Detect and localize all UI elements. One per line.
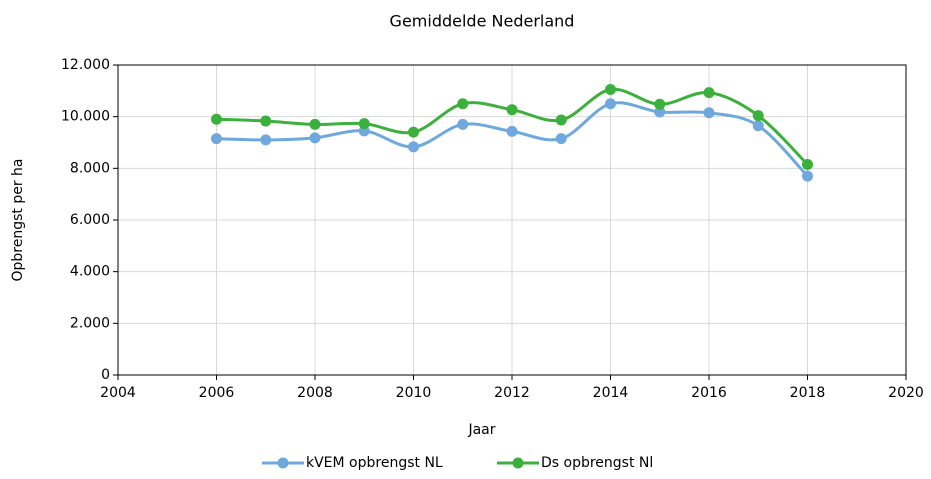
data-point <box>802 158 813 170</box>
data-point <box>260 134 272 146</box>
y-tick-label: 0 <box>101 367 110 383</box>
x-tick-label: 2016 <box>691 385 727 401</box>
data-point <box>654 98 666 110</box>
data-point <box>752 110 764 122</box>
data-point <box>457 98 469 110</box>
plot-border <box>117 64 907 376</box>
data-point <box>408 141 419 153</box>
x-tick-label: 2004 <box>100 385 136 401</box>
legend-label: Ds opbrengst Nl <box>541 455 653 471</box>
data-point <box>408 126 419 138</box>
data-point <box>309 132 321 144</box>
data-point <box>260 115 272 127</box>
chart-title: Gemiddelde Nederland <box>390 12 575 31</box>
data-point <box>555 114 567 126</box>
x-tick-label: 2006 <box>199 385 235 401</box>
y-axis-label: Opbrengst per ha <box>10 158 26 281</box>
data-point <box>605 98 616 110</box>
data-point <box>358 118 370 130</box>
data-point <box>309 118 321 130</box>
data-point <box>211 133 222 145</box>
data-point <box>605 84 616 96</box>
x-tick-label: 2014 <box>593 385 629 401</box>
data-point <box>703 87 715 99</box>
y-tick-label: 6.000 <box>70 212 110 228</box>
legend-marker <box>512 457 524 469</box>
legend-label: kVEM opbrengst NL <box>306 455 443 471</box>
data-point <box>211 113 222 125</box>
data-point <box>555 133 567 145</box>
data-point <box>457 118 469 130</box>
data-point <box>752 120 764 132</box>
x-tick-label: 2010 <box>396 385 432 401</box>
data-point <box>506 104 518 116</box>
y-tick-label: 10.000 <box>61 109 110 125</box>
data-point <box>506 125 518 137</box>
x-tick-label: 2012 <box>494 385 530 401</box>
data-point <box>703 107 715 119</box>
y-tick-label: 8.000 <box>70 160 110 176</box>
data-point <box>802 170 813 182</box>
x-axis-label: Jaar <box>467 422 495 438</box>
y-tick-label: 4.000 <box>70 264 110 280</box>
legend-marker <box>277 457 289 469</box>
x-tick-label: 2008 <box>297 385 333 401</box>
y-tick-label: 12.000 <box>61 57 110 73</box>
data-point <box>654 106 666 118</box>
y-tick-label: 2.000 <box>70 315 110 331</box>
x-tick-label: 2018 <box>790 385 826 401</box>
x-tick-label: 2020 <box>888 385 924 401</box>
